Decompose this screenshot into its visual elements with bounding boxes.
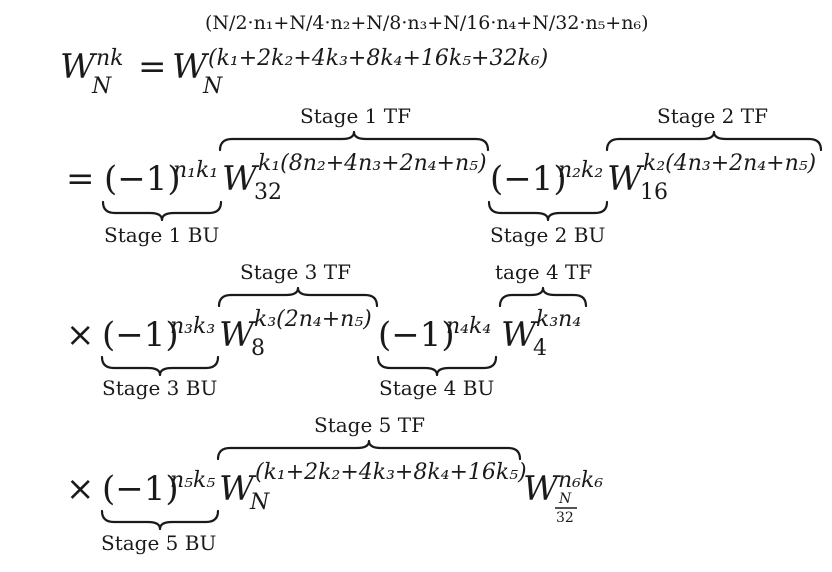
stage-1-twiddle-sub: 32 bbox=[254, 180, 282, 205]
stage-3-twiddle-base: W bbox=[219, 315, 254, 355]
stage-2-twiddle-exponent: k₂(4n₃+2n₄+n₅) bbox=[643, 151, 817, 176]
stage-5-butterfly-factor: (−1) bbox=[102, 469, 179, 509]
final-twiddle-base: W bbox=[523, 469, 558, 509]
stage-4-bu-label: Stage 4 BU bbox=[379, 376, 495, 400]
stage-5-tf-label: Stage 5 TF bbox=[314, 413, 425, 437]
lhs-sub: N bbox=[92, 74, 112, 99]
stage-3-bu-label: Stage 3 BU bbox=[102, 376, 218, 400]
final-twiddle-sub-numerator: N bbox=[559, 491, 572, 507]
stage-2-twiddle-base: W bbox=[607, 159, 642, 199]
top-exponent: (N/2·n₁+N/4·n₂+N/8·n₃+N/16·n₄+N/32·n₅+n₆… bbox=[205, 12, 649, 34]
stage-1-tf-overbrace bbox=[218, 130, 490, 152]
equals-sign: = bbox=[138, 47, 167, 87]
rhs-sub: N bbox=[203, 74, 223, 99]
stage-1-bu-label: Stage 1 BU bbox=[104, 223, 220, 247]
rhs-base: W bbox=[172, 47, 207, 87]
stage-5-twiddle-exponent: (k₁+2k₂+4k₃+8k₄+16k₅) bbox=[255, 460, 527, 485]
stage-2-bu-label: Stage 2 BU bbox=[490, 223, 606, 247]
stage-4-bu-underbrace bbox=[376, 355, 498, 377]
stage-2-tf-overbrace bbox=[605, 130, 823, 152]
lhs-sup: nk bbox=[96, 46, 124, 71]
stage-4-twiddle-sub: 4 bbox=[533, 336, 547, 361]
stage-1-tf-label: Stage 1 TF bbox=[300, 104, 411, 128]
final-twiddle-exponent: n₆k₆ bbox=[558, 468, 604, 493]
stage-1-twiddle-exponent: k₁(8n₂+4n₃+2n₄+n₅) bbox=[258, 151, 487, 176]
stage-3-tf-label: Stage 3 TF bbox=[240, 260, 351, 284]
stage-2-butterfly-exponent: n₂k₂ bbox=[558, 158, 604, 183]
stage-1-bu-underbrace bbox=[101, 200, 223, 222]
final-twiddle-sub-denominator: 32 bbox=[556, 510, 574, 526]
stage-2-tf-label: Stage 2 TF bbox=[657, 104, 768, 128]
stage-4-twiddle-exponent: k₃n₄ bbox=[536, 307, 582, 332]
stage-5-twiddle-sub: N bbox=[250, 490, 270, 515]
stage-2-bu-underbrace bbox=[487, 200, 609, 222]
final-twiddle-fraction-bar bbox=[555, 507, 577, 509]
stage-3-bu-underbrace bbox=[100, 355, 220, 377]
stage-5-twiddle-base: W bbox=[219, 469, 254, 509]
stage-4-twiddle-base: W bbox=[501, 315, 536, 355]
stage-4-butterfly-factor: (−1) bbox=[378, 315, 455, 355]
lhs-base: W bbox=[60, 47, 95, 87]
stage-4-butterfly-exponent: n₄k₄ bbox=[446, 314, 492, 339]
stage-2-butterfly-factor: (−1) bbox=[490, 159, 567, 199]
stage-2-twiddle-sub: 16 bbox=[640, 180, 668, 205]
stage-3-butterfly-factor: (−1) bbox=[102, 315, 179, 355]
stage-3-twiddle-sub: 8 bbox=[251, 336, 265, 361]
stage-4-tf-overbrace bbox=[498, 286, 588, 308]
stage-5-bu-label: Stage 5 BU bbox=[101, 531, 217, 555]
stage-5-tf-overbrace bbox=[216, 439, 522, 461]
stage-1-butterfly-exponent: n₁k₁ bbox=[173, 158, 219, 183]
stage-3-tf-overbrace bbox=[217, 286, 379, 308]
stage-5-butterfly-exponent: n₅k₅ bbox=[170, 468, 216, 493]
stage-1-butterfly-factor: (−1) bbox=[104, 159, 181, 199]
line1-equals: = bbox=[66, 159, 95, 199]
stage-4-tf-label: tage 4 TF bbox=[495, 260, 593, 284]
rhs-sup: (k₁+2k₂+4k₃+8k₄+16k₅+32k₆) bbox=[208, 46, 549, 71]
stage-1-twiddle-base: W bbox=[222, 159, 257, 199]
line2-times: × bbox=[66, 315, 95, 355]
stage-3-twiddle-exponent: k₃(2n₄+n₅) bbox=[254, 307, 372, 332]
stage-3-butterfly-exponent: n₃k₃ bbox=[170, 314, 216, 339]
line3-times: × bbox=[66, 469, 95, 509]
stage-5-bu-underbrace bbox=[100, 509, 220, 531]
